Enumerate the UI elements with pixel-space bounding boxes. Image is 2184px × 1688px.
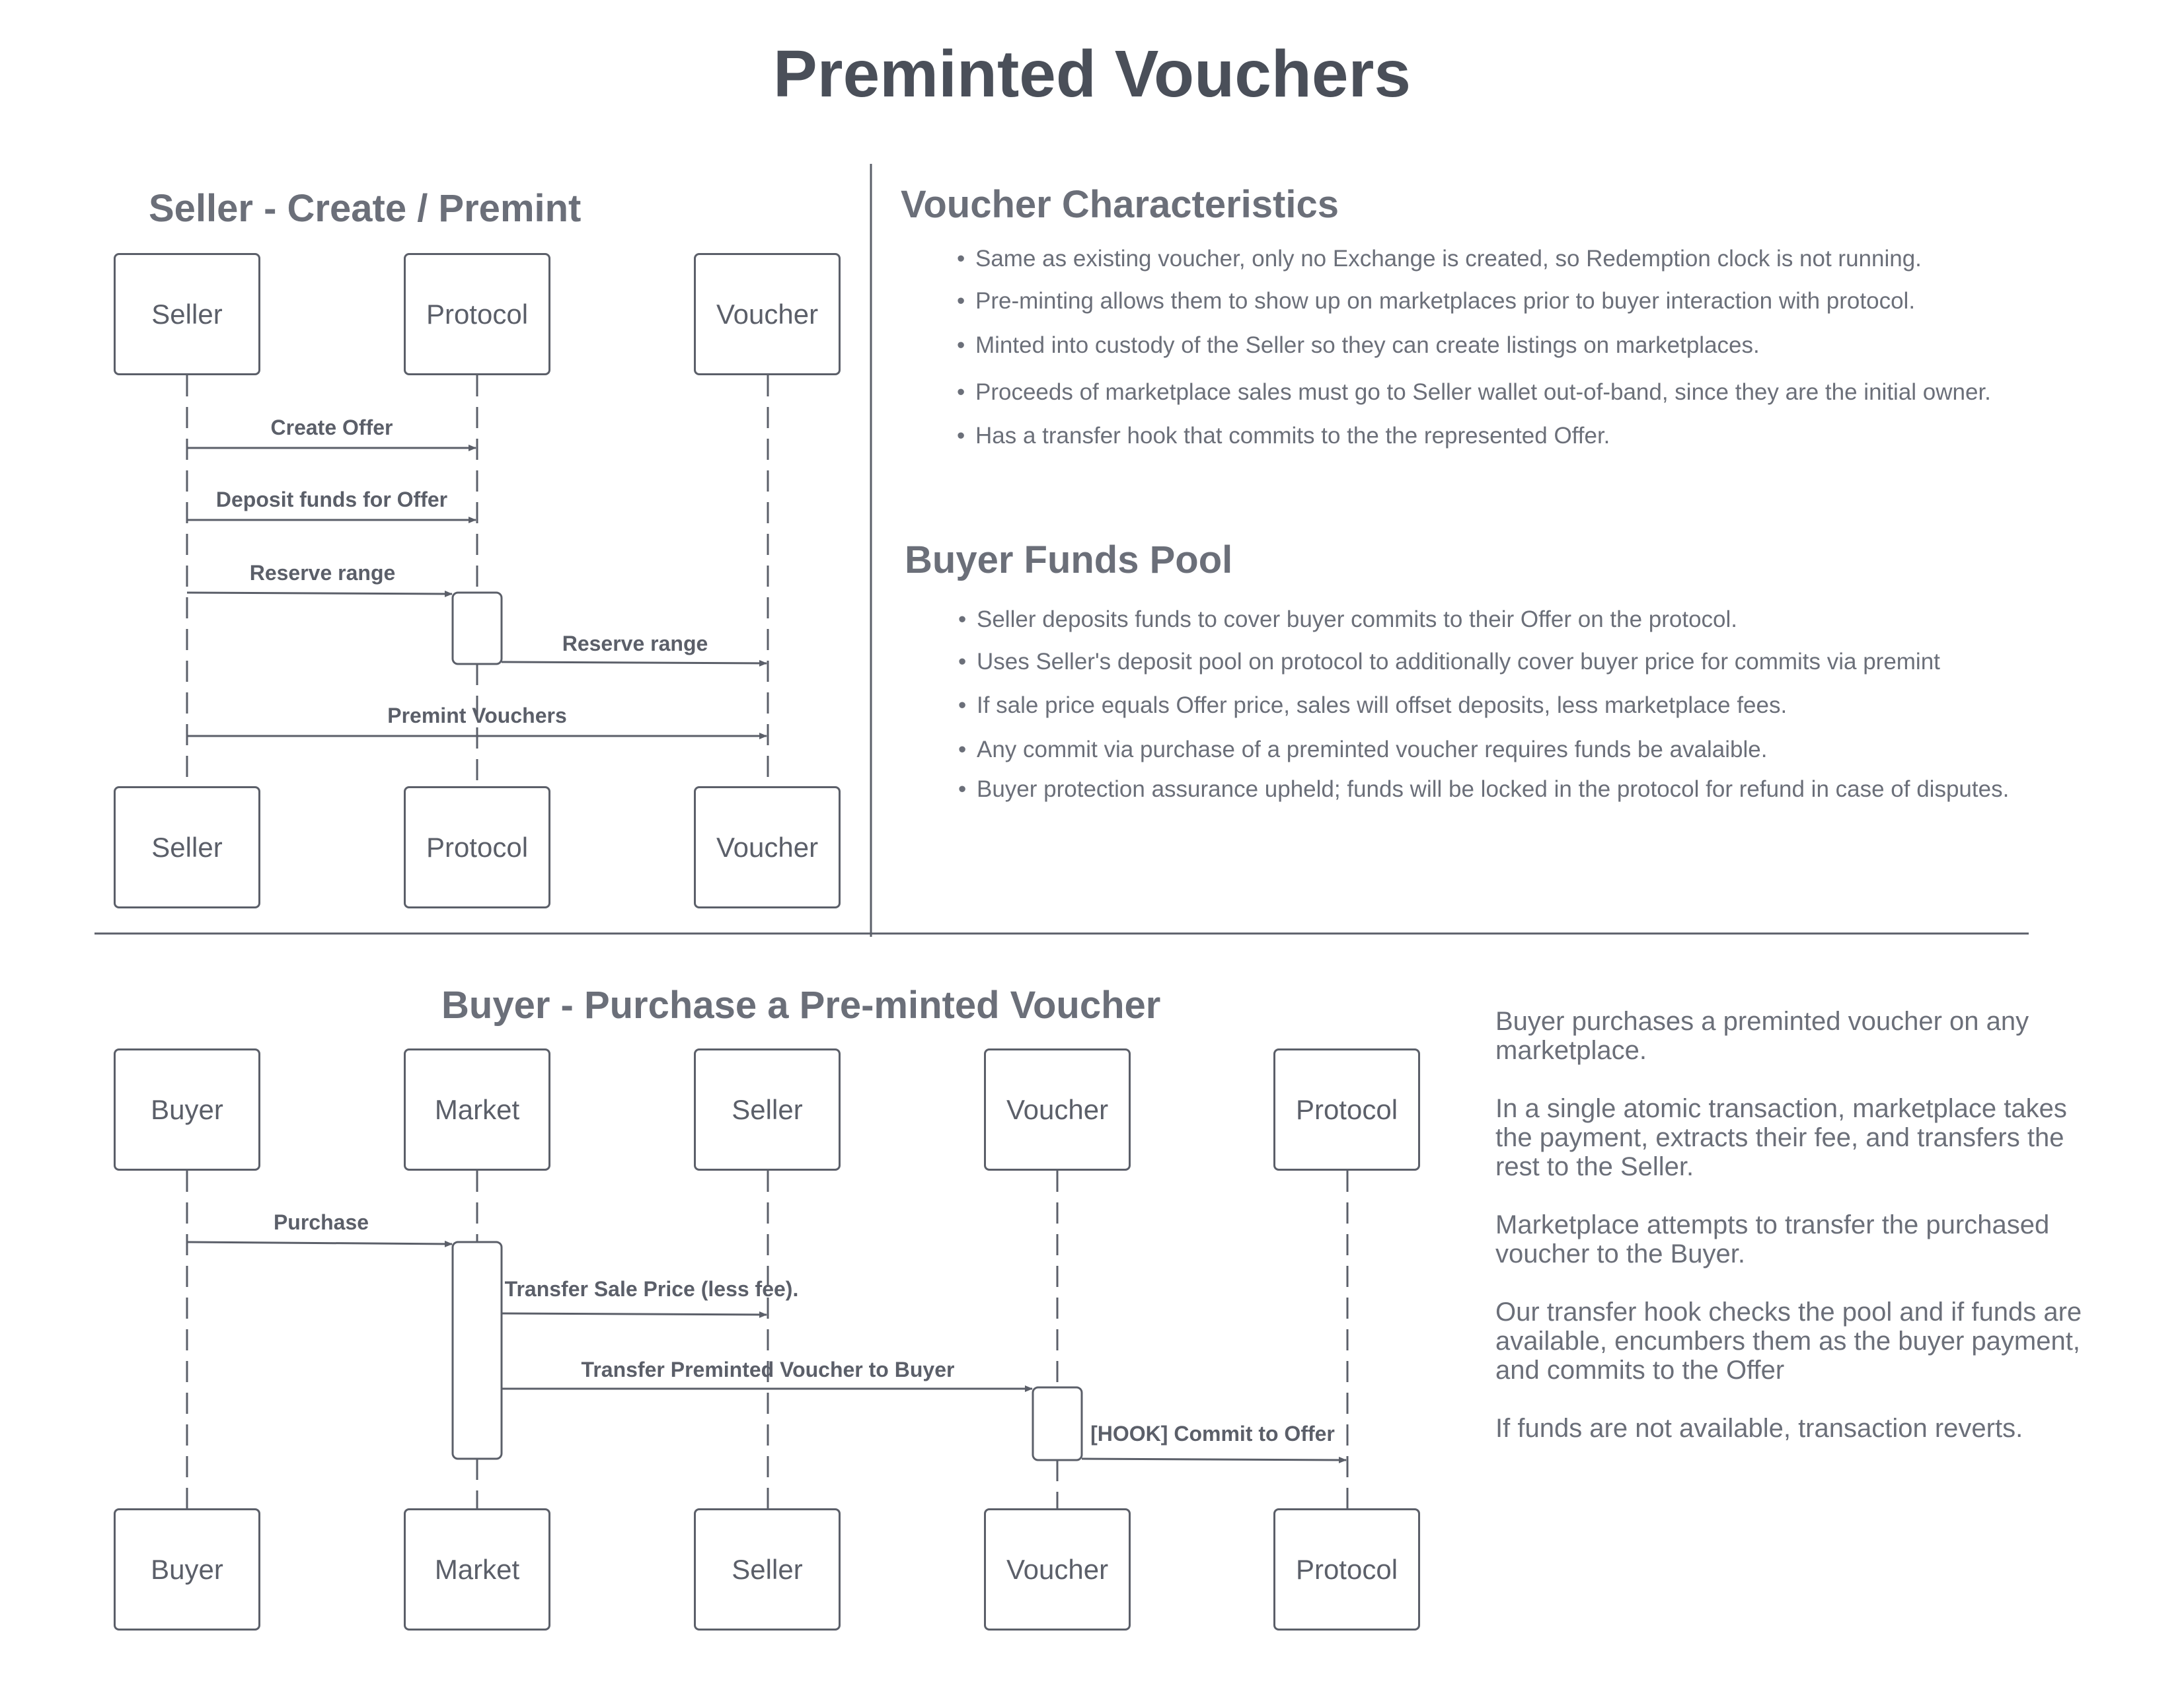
participant-box-seller: Seller <box>114 253 260 375</box>
message-label: Create Offer <box>271 416 393 439</box>
bullet-item: Uses Seller's deposit pool on protocol t… <box>958 649 1940 675</box>
seller-section-heading: Seller - Create / Premint <box>149 187 582 230</box>
bullet-item: Pre-minting allows them to show up on ma… <box>957 288 1915 314</box>
arrow-hook-commit <box>1081 1456 1347 1463</box>
message-label: [HOOK] Commit to Offer <box>1090 1422 1335 1446</box>
participant-box-seller: Seller <box>114 786 260 908</box>
message-label: Premint Vouchers <box>387 704 566 727</box>
participant-box-market: Market <box>404 1508 550 1631</box>
participant-box-market: Market <box>404 1048 550 1171</box>
description-paragraph: Buyer purchases a preminted voucher on a… <box>1495 1007 2029 1065</box>
message-label: Reserve range <box>250 561 396 585</box>
bullet-item: Same as existing voucher, only no Exchan… <box>957 246 1922 272</box>
participant-box-seller: Seller <box>694 1508 841 1631</box>
message-label: Transfer Preminted Voucher to Buyer <box>582 1358 955 1381</box>
voucher-characteristics-heading: Voucher Characteristics <box>901 183 1339 226</box>
participant-box-voucher: Voucher <box>984 1508 1131 1631</box>
arrow-purchase <box>186 1240 453 1247</box>
buyer-section-arrows <box>186 1240 1347 1463</box>
participant-box-protocol: Protocol <box>404 253 550 375</box>
message-label: Purchase <box>274 1210 369 1234</box>
participant-box-protocol: Protocol <box>404 786 550 908</box>
bullet-item: Buyer protection assurance upheld; funds… <box>958 776 2009 803</box>
buyer-section-lifelines <box>186 1171 1349 1508</box>
buyer-section-heading: Buyer - Purchase a Pre-minted Voucher <box>441 984 1161 1027</box>
bullet-item: Minted into custody of the Seller so the… <box>957 332 1760 359</box>
seller-section-lifelines <box>186 375 769 786</box>
market-activation-bar <box>451 1241 503 1460</box>
message-label: Transfer Sale Price (less fee). <box>505 1277 799 1301</box>
message-label: Deposit funds for Offer <box>216 488 447 511</box>
description-paragraph: If funds are not available, transaction … <box>1495 1414 2023 1443</box>
description-paragraph: Our transfer hook checks the pool and if… <box>1495 1298 2082 1385</box>
participant-box-seller: Seller <box>694 1048 841 1171</box>
bullet-item: Has a transfer hook that commits to the … <box>957 423 1610 449</box>
description-paragraph: Marketplace attempts to transfer the pur… <box>1495 1210 2050 1268</box>
participant-box-protocol: Protocol <box>1273 1508 1420 1631</box>
participant-box-voucher: Voucher <box>694 786 841 908</box>
seller-section-arrows <box>186 445 767 739</box>
arrow-transfer-sale-price <box>501 1311 767 1318</box>
participant-box-buyer: Buyer <box>114 1508 260 1631</box>
arrow-reserve-range-1 <box>186 590 453 597</box>
message-label: Reserve range <box>562 632 708 655</box>
description-paragraph: In a single atomic transaction, marketpl… <box>1495 1094 2067 1181</box>
buyer-funds-pool-heading: Buyer Funds Pool <box>905 538 1233 581</box>
voucher-activation-bar <box>1032 1386 1083 1461</box>
arrow-reserve-range-2 <box>501 659 767 667</box>
participant-box-protocol: Protocol <box>1273 1048 1420 1171</box>
bullet-item: Any commit via purchase of a preminted v… <box>958 737 1767 763</box>
protocol-activation-bar <box>451 591 503 665</box>
bullet-item: Seller deposits funds to cover buyer com… <box>958 606 1737 633</box>
bullet-item: If sale price equals Offer price, sales … <box>958 692 1787 719</box>
participant-box-voucher: Voucher <box>694 253 841 375</box>
participant-box-voucher: Voucher <box>984 1048 1131 1171</box>
bullet-item: Proceeds of marketplace sales must go to… <box>957 379 1991 406</box>
participant-box-buyer: Buyer <box>114 1048 260 1171</box>
page-title: Preminted Vouchers <box>772 37 1412 111</box>
buyer-flow-description: Buyer purchases a preminted voucher on a… <box>1495 1007 2090 1472</box>
